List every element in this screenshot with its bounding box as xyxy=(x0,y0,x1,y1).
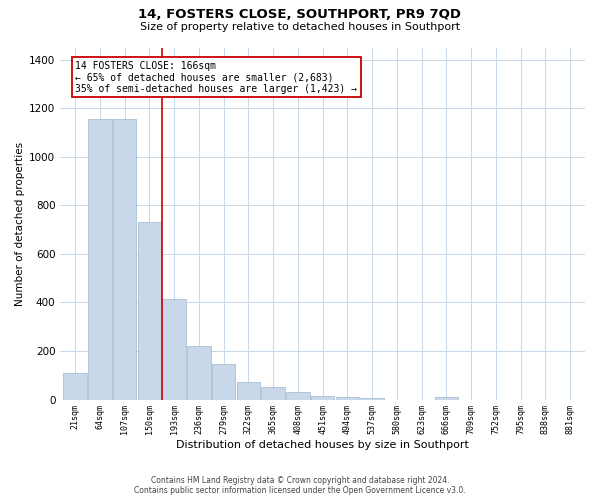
Text: Size of property relative to detached houses in Southport: Size of property relative to detached ho… xyxy=(140,22,460,32)
Bar xyxy=(236,382,260,400)
Text: 14, FOSTERS CLOSE, SOUTHPORT, PR9 7QD: 14, FOSTERS CLOSE, SOUTHPORT, PR9 7QD xyxy=(139,8,461,20)
Bar xyxy=(335,396,359,400)
Bar xyxy=(286,392,310,400)
Bar xyxy=(262,388,285,400)
Bar xyxy=(113,119,136,400)
Bar xyxy=(187,346,211,400)
Bar xyxy=(137,222,161,400)
Bar xyxy=(163,299,186,400)
Y-axis label: Number of detached properties: Number of detached properties xyxy=(15,142,25,306)
X-axis label: Distribution of detached houses by size in Southport: Distribution of detached houses by size … xyxy=(176,440,469,450)
Bar xyxy=(434,397,458,400)
Bar xyxy=(64,373,87,400)
Text: Contains HM Land Registry data © Crown copyright and database right 2024.
Contai: Contains HM Land Registry data © Crown c… xyxy=(134,476,466,495)
Bar xyxy=(361,398,384,400)
Bar xyxy=(311,396,334,400)
Bar xyxy=(212,364,235,400)
Bar xyxy=(88,119,112,400)
Text: 14 FOSTERS CLOSE: 166sqm
← 65% of detached houses are smaller (2,683)
35% of sem: 14 FOSTERS CLOSE: 166sqm ← 65% of detach… xyxy=(75,61,357,94)
